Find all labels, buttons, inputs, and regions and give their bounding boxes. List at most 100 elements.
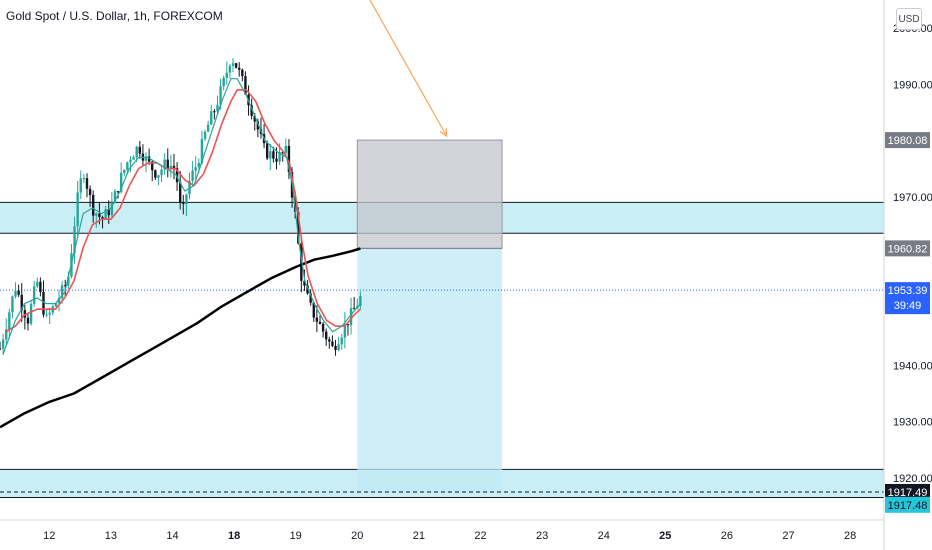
candle-body [225, 72, 228, 78]
candle-body [175, 168, 179, 183]
candle-body [64, 285, 67, 287]
candle-body [334, 345, 337, 351]
candle-body [297, 211, 300, 244]
candle-body [119, 172, 123, 192]
candle-body [303, 280, 306, 286]
candle-body [88, 188, 92, 195]
candle-body [309, 293, 312, 303]
candle-body [349, 308, 353, 326]
candle-body [244, 76, 247, 95]
candle-body [138, 146, 142, 154]
candle-body [194, 167, 197, 171]
candle-body [126, 162, 129, 170]
candle-body [147, 156, 151, 162]
price-tag-countdown: 39:49 [894, 300, 922, 312]
x-tick-label: 14 [166, 530, 178, 542]
candle-body [123, 169, 126, 173]
price-tag-label: 1980.08 [888, 135, 928, 147]
candle-body [238, 67, 241, 70]
candle-body [281, 152, 284, 154]
candle-body [163, 159, 166, 170]
candle-body [132, 157, 135, 160]
candle-body [26, 317, 30, 324]
candle-body [284, 145, 288, 153]
candle-body [287, 145, 291, 173]
x-tick-label: 26 [721, 530, 733, 542]
candle-body [95, 213, 98, 216]
candle-body [359, 296, 362, 307]
candle-body [45, 314, 48, 316]
candle-body [129, 159, 132, 163]
candle-body [265, 143, 269, 159]
candle-body [5, 329, 8, 340]
candle-body [42, 291, 45, 315]
candle-body [154, 170, 157, 178]
candle-body [110, 202, 114, 216]
candle-body [92, 194, 95, 216]
y-tick-label: 1990.00 [893, 79, 932, 91]
price-tag-bg [885, 282, 930, 315]
price-tag-label: 1953.39 [888, 285, 928, 297]
candle-body [306, 285, 309, 294]
x-tick-label: 27 [782, 530, 794, 542]
price-tag-bg [885, 132, 930, 149]
candle-body [222, 77, 225, 87]
y-tick-label: 1940.00 [893, 360, 932, 372]
candle-body [312, 302, 315, 318]
price-tag-label: 1917.48 [888, 500, 928, 512]
candle-body [39, 281, 42, 292]
candle-body [8, 312, 11, 330]
candle-body [250, 105, 253, 116]
ma-long-line [0, 247, 361, 429]
candle-body [79, 178, 82, 193]
candle-body [216, 104, 219, 112]
candle-body [104, 209, 107, 219]
candle-body [107, 209, 110, 216]
candle-body [185, 194, 188, 205]
candle-body [166, 159, 169, 170]
price-tag-bg [885, 483, 930, 500]
candle-body [328, 339, 331, 342]
candle-body [169, 165, 173, 170]
x-tick-label: 13 [105, 530, 117, 542]
currency-button[interactable]: USD [896, 8, 922, 30]
candle-body [1, 339, 5, 349]
candle-body [191, 170, 194, 181]
candle-body [57, 298, 61, 304]
candle-body [73, 226, 76, 254]
annotation-arrow-head [439, 128, 448, 138]
take-profit-box[interactable] [357, 248, 503, 492]
y-tick-label: 1970.00 [893, 192, 932, 204]
candle-body [241, 69, 244, 77]
candle-body [219, 86, 222, 105]
price-tag-bg [885, 496, 930, 513]
price-tag-label: 1960.82 [888, 243, 928, 255]
price-tag-label: 1917.49 [888, 487, 928, 499]
candle-body [82, 178, 86, 180]
x-tick-label: 12 [43, 530, 55, 542]
candle-body [272, 151, 275, 159]
candle-body [352, 308, 356, 310]
candle-body [54, 303, 58, 307]
annotation-arrow[interactable] [357, 0, 448, 137]
ema-fast-line [2, 78, 361, 355]
candle-body [182, 202, 185, 205]
candle-body [203, 131, 207, 139]
candle-body [85, 178, 89, 189]
x-tick-label: 25 [659, 530, 671, 542]
candle-body [321, 323, 325, 332]
candle-body [11, 296, 14, 313]
x-tick-label: 24 [598, 530, 610, 542]
x-tick-label: 22 [474, 530, 486, 542]
candle-body [343, 323, 347, 338]
candle-body [256, 121, 260, 130]
x-tick-label: 19 [290, 530, 302, 542]
stop-loss-box[interactable] [356, 139, 503, 249]
candle-body [228, 65, 232, 73]
candle-body [172, 165, 176, 169]
candle-body [206, 124, 210, 132]
candle-body [346, 323, 350, 326]
candle-body [210, 111, 213, 125]
